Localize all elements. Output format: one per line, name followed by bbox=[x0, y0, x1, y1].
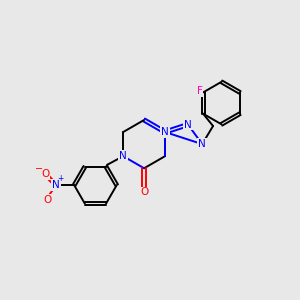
Text: O: O bbox=[140, 188, 148, 197]
Text: N: N bbox=[119, 151, 127, 161]
Text: N: N bbox=[198, 139, 206, 149]
Text: F: F bbox=[196, 86, 202, 96]
Text: N: N bbox=[184, 120, 192, 130]
Text: N: N bbox=[161, 127, 169, 137]
Text: N: N bbox=[52, 180, 60, 190]
Text: +: + bbox=[57, 174, 64, 183]
Text: O: O bbox=[41, 169, 49, 179]
Text: O: O bbox=[44, 195, 52, 205]
Text: −: − bbox=[35, 164, 43, 174]
Text: N: N bbox=[161, 127, 169, 137]
